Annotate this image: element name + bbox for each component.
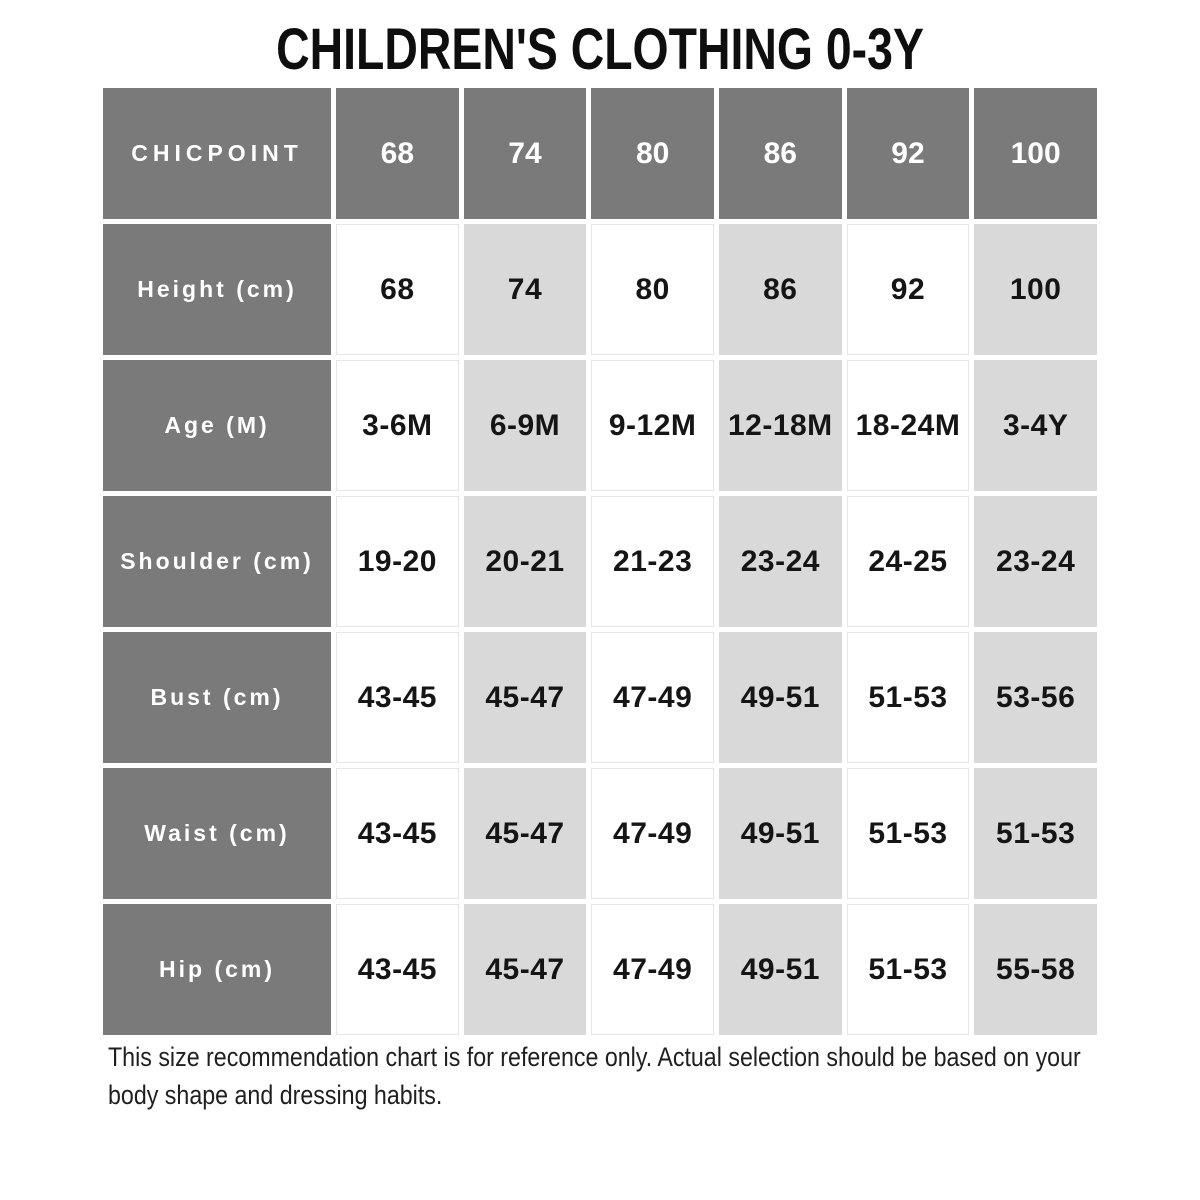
value-cell: 12-18M	[718, 360, 842, 491]
value-cell: 3-4Y	[974, 360, 1097, 491]
table-row-height: Height (cm) 68 74 80 86 92 100	[103, 224, 1097, 355]
size-header-cell: 100	[974, 88, 1097, 219]
footnote: This size recommendation chart is for re…	[108, 1042, 1081, 1111]
table-row-hip: Hip (cm) 43-45 45-47 47-49 49-51 51-53 5…	[103, 904, 1097, 1035]
value-cell: 43-45	[336, 632, 459, 763]
value-cell: 43-45	[336, 904, 459, 1035]
value-cell: 53-56	[974, 632, 1097, 763]
size-header-cell: 92	[846, 88, 970, 219]
value-cell: 47-49	[591, 904, 714, 1035]
value-cell: 49-51	[718, 904, 842, 1035]
value-cell: 49-51	[718, 632, 842, 763]
value-cell: 51-53	[846, 768, 970, 899]
brand-cell: CHICPOINT	[103, 88, 331, 219]
size-header-cell: 80	[591, 88, 714, 219]
size-header-cell: 74	[463, 88, 587, 219]
value-cell: 80	[591, 224, 714, 355]
value-cell: 47-49	[591, 632, 714, 763]
value-cell: 45-47	[463, 904, 587, 1035]
value-cell: 45-47	[463, 768, 587, 899]
value-cell: 23-24	[974, 496, 1097, 627]
value-cell: 51-53	[974, 768, 1097, 899]
size-header-cell: 86	[718, 88, 842, 219]
value-cell: 45-47	[463, 632, 587, 763]
page-title: CHILDREN'S CLOTHING 0-3Y	[276, 17, 924, 82]
value-cell: 100	[974, 224, 1097, 355]
row-label: Age (M)	[103, 360, 331, 491]
value-cell: 92	[846, 224, 970, 355]
table-header-row: CHICPOINT 68 74 80 86 92 100	[103, 88, 1097, 219]
table-row-bust: Bust (cm) 43-45 45-47 47-49 49-51 51-53 …	[103, 632, 1097, 763]
size-chart-table: CHICPOINT 68 74 80 86 92 100 Height (cm)…	[103, 88, 1097, 1040]
row-label: Bust (cm)	[103, 632, 331, 763]
value-cell: 21-23	[591, 496, 714, 627]
table-row-waist: Waist (cm) 43-45 45-47 47-49 49-51 51-53…	[103, 768, 1097, 899]
row-label: Shoulder (cm)	[103, 496, 331, 627]
value-cell: 74	[463, 224, 587, 355]
value-cell: 20-21	[463, 496, 587, 627]
value-cell: 86	[718, 224, 842, 355]
value-cell: 51-53	[846, 632, 970, 763]
row-label: Waist (cm)	[103, 768, 331, 899]
value-cell: 51-53	[846, 904, 970, 1035]
value-cell: 68	[336, 224, 459, 355]
size-header-cell: 68	[336, 88, 459, 219]
value-cell: 55-58	[974, 904, 1097, 1035]
value-cell: 23-24	[718, 496, 842, 627]
value-cell: 18-24M	[846, 360, 970, 491]
value-cell: 49-51	[718, 768, 842, 899]
value-cell: 3-6M	[336, 360, 459, 491]
value-cell: 43-45	[336, 768, 459, 899]
table-row-shoulder: Shoulder (cm) 19-20 20-21 21-23 23-24 24…	[103, 496, 1097, 627]
value-cell: 24-25	[846, 496, 970, 627]
row-label: Height (cm)	[103, 224, 331, 355]
value-cell: 47-49	[591, 768, 714, 899]
table-row-age: Age (M) 3-6M 6-9M 9-12M 12-18M 18-24M 3-…	[103, 360, 1097, 491]
value-cell: 6-9M	[463, 360, 587, 491]
value-cell: 9-12M	[591, 360, 714, 491]
row-label: Hip (cm)	[103, 904, 331, 1035]
value-cell: 19-20	[336, 496, 459, 627]
